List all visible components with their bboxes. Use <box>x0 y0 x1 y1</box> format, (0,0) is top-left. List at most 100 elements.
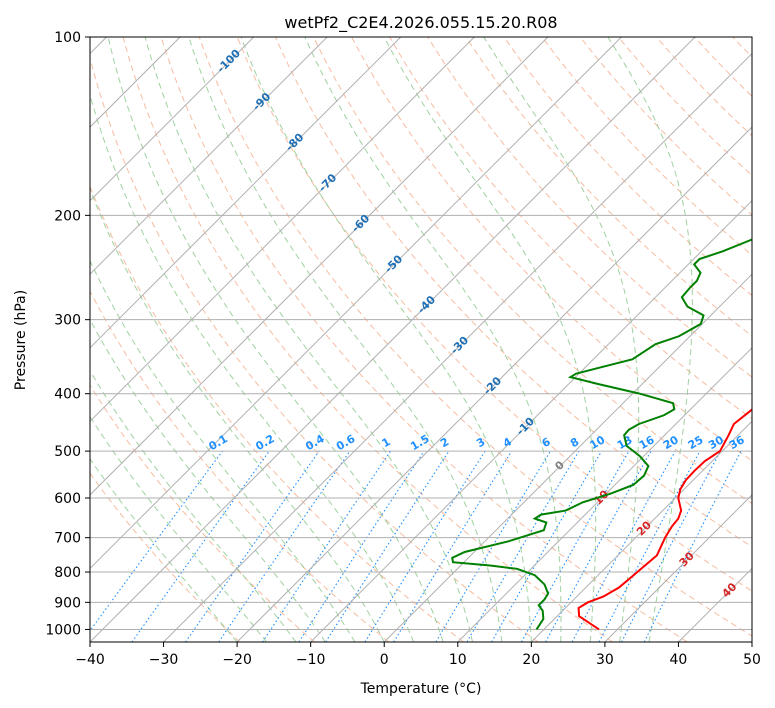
grid-lines <box>90 37 752 642</box>
moist-adiabat <box>107 37 444 642</box>
isotherm-line <box>163 52 752 642</box>
dry-adiabat <box>579 37 752 216</box>
isotherm-line <box>310 199 752 642</box>
x-tick-label: −20 <box>222 652 252 668</box>
moist-adiabat <box>240 37 532 642</box>
mixing-ratio-line <box>364 450 486 642</box>
y-tick-label: 700 <box>54 531 81 547</box>
isotherm-label: -10 <box>514 415 537 438</box>
x-tick-label: 10 <box>449 652 467 668</box>
isotherm-line <box>90 37 696 642</box>
moist-adiabat <box>90 458 238 642</box>
mixing-ratio-line <box>571 450 676 642</box>
mixing-ratio-label: 2 <box>438 435 451 450</box>
dry-adiabat <box>389 37 752 420</box>
y-tick-label: 200 <box>54 208 81 224</box>
mixing-ratio-line <box>435 450 551 642</box>
moist-adiabat <box>90 415 267 642</box>
dry-adiabat <box>90 290 390 642</box>
isotherm-label: -90 <box>250 90 273 113</box>
dry-adiabat <box>694 37 752 98</box>
moist-adiabat <box>144 37 473 642</box>
mixing-ratio-line <box>131 450 270 642</box>
mixing-ratio-label: 25 <box>686 433 706 452</box>
isotherm-line <box>90 37 402 349</box>
temperature-profile-line <box>577 408 752 631</box>
mixing-ratio-labels: 0.1 0.2 0.4 0.6 1 1.5 2 3 4 6 8 10 13 16 20 25 30 36 <box>207 432 747 453</box>
mixing-ratio-line <box>598 450 701 642</box>
x-tick-label: 30 <box>596 652 614 668</box>
mixing-ratio-label: 0.6 <box>334 432 358 453</box>
moist-adiabat <box>607 37 693 642</box>
mixing-ratio-label: 1 <box>380 435 393 450</box>
isotherm-line <box>751 641 752 642</box>
moist-adiabat <box>90 369 297 642</box>
x-tick-label: −10 <box>296 652 326 668</box>
dry-adiabat <box>732 37 752 58</box>
dry-adiabat <box>236 37 752 592</box>
isotherm-line <box>530 420 752 642</box>
mixing-ratio-label: 8 <box>568 435 581 450</box>
dry-adiabat <box>656 37 752 137</box>
chart-title: wetPf2_C2E4.2026.055.15.20.R08 <box>284 13 557 33</box>
x-tick-label: −40 <box>75 652 105 668</box>
mixing-ratio-line <box>545 450 652 642</box>
isotherm-label: 40 <box>719 580 739 600</box>
dry-adiabat <box>90 185 464 642</box>
isotherm-label: -100 <box>214 47 243 76</box>
dewpoint-profile-line <box>451 238 752 630</box>
x-axis-title: Temperature (°C) <box>360 681 482 697</box>
moist-adiabat <box>90 188 385 642</box>
dry-adiabat <box>122 37 613 642</box>
moist-adiabat <box>304 37 562 642</box>
y-axis-title: Pressure (hPa) <box>13 290 29 390</box>
mixing-ratio-label: 6 <box>540 435 553 450</box>
dry-adiabat <box>198 37 752 637</box>
mixing-ratio-label: 30 <box>706 433 726 452</box>
dry-adiabat <box>465 37 752 337</box>
y-tick-label: 500 <box>54 444 81 460</box>
isotherm-line <box>90 37 549 496</box>
y-tick-label: 900 <box>54 595 81 611</box>
mixing-ratio-line <box>325 450 450 642</box>
dry-adiabat <box>160 37 688 642</box>
dry-adiabat <box>427 37 752 378</box>
y-tick-label: 300 <box>54 313 81 329</box>
mixing-ratio-line <box>466 450 580 642</box>
mixing-ratio-label: 0.4 <box>303 432 327 453</box>
mixing-ratio-line <box>520 450 630 642</box>
mixing-ratio-line <box>491 450 603 642</box>
y-axis-ticks: 100 200 300 400 500 600 700 800 900 1000 <box>45 30 90 638</box>
y-tick-label: 400 <box>54 387 81 403</box>
isotherm-line <box>383 273 752 642</box>
moist-adiabat <box>483 37 640 642</box>
isotherm-line <box>236 126 752 642</box>
isotherm-line <box>604 494 752 642</box>
mixing-ratio-line <box>90 450 223 632</box>
dry-adiabat <box>617 37 752 176</box>
isotherm-label: 0 <box>552 458 567 473</box>
x-tick-label: 20 <box>522 652 540 668</box>
isotherm-line <box>678 567 752 642</box>
x-axis-ticks: −40 −30 −20 −10 0 10 20 30 40 50 <box>75 642 761 668</box>
x-tick-label: 50 <box>743 652 761 668</box>
mixing-ratio-line <box>185 450 320 642</box>
isotherm-label: -70 <box>316 171 339 194</box>
isotherm-line <box>90 37 622 570</box>
x-tick-label: 40 <box>670 652 688 668</box>
mixing-ratio-line <box>393 450 513 642</box>
mixing-ratio-label: 0.1 <box>207 432 230 453</box>
dry-adiabat <box>90 384 315 642</box>
dry-adiabat <box>90 55 539 642</box>
mixing-ratio-line <box>643 450 742 642</box>
dry-adiabat <box>503 37 752 296</box>
isotherm-line <box>457 347 752 642</box>
mixing-ratio-line <box>218 450 351 642</box>
y-tick-label: 600 <box>54 491 81 507</box>
dry-adiabat <box>274 37 752 548</box>
moist-adiabat <box>90 259 356 642</box>
isotherm-line <box>90 37 475 423</box>
x-tick-label: 0 <box>380 652 389 668</box>
